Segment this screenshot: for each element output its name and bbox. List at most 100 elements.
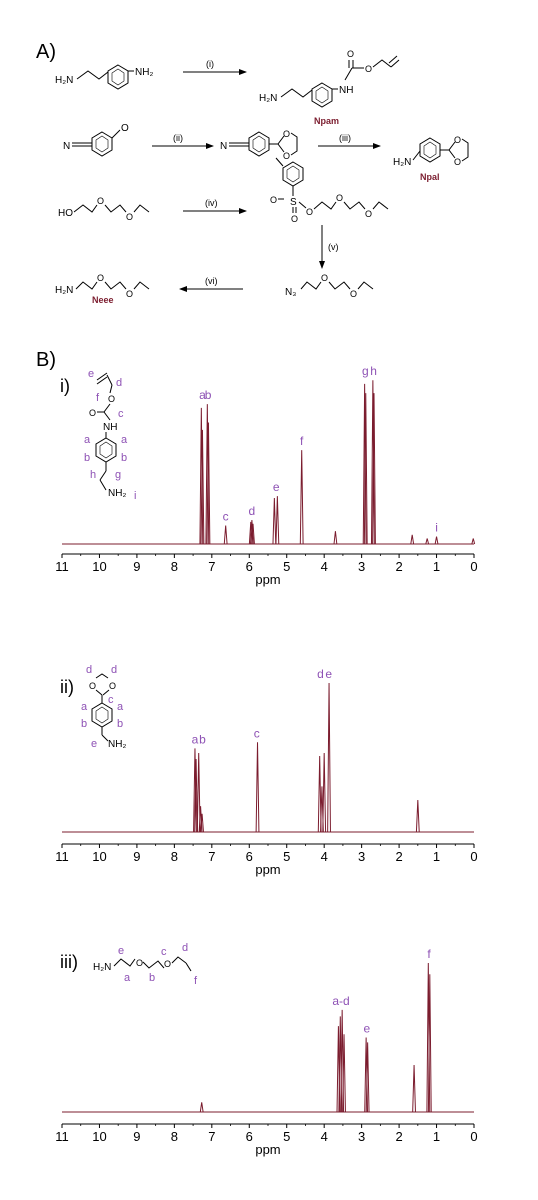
x-tick-label: 6 bbox=[246, 559, 253, 574]
spectrum-peak bbox=[362, 383, 367, 545]
structure-label-a: a bbox=[124, 972, 131, 984]
x-tick-label: 10 bbox=[92, 1129, 106, 1144]
spectrum-peak bbox=[251, 523, 255, 545]
product-npam: H₂N NH O O Npam bbox=[259, 49, 400, 126]
spectrum-peak bbox=[193, 748, 197, 833]
atom-o: O bbox=[97, 196, 104, 206]
spectrum-peak bbox=[249, 520, 254, 545]
peak-label: c bbox=[223, 510, 229, 524]
x-tick-label: 7 bbox=[208, 559, 215, 574]
peak-label: a bbox=[199, 388, 206, 402]
x-tick-label: 9 bbox=[133, 1129, 140, 1144]
peak-label: h bbox=[370, 364, 377, 378]
compound-name-neee: Neee bbox=[92, 295, 114, 305]
spectrum-peak bbox=[434, 536, 439, 545]
structure-label-c: c bbox=[108, 694, 114, 706]
peak-label: b bbox=[199, 732, 206, 746]
panel-b-label: B) bbox=[36, 349, 56, 371]
spectrum-i: i) e d f O O NH c a a b bbox=[55, 364, 477, 587]
spectrum-peak bbox=[365, 1042, 370, 1113]
intermediate-azide: N₃ O O bbox=[285, 273, 374, 299]
atom-o: O bbox=[291, 214, 298, 224]
atom-o: O bbox=[454, 135, 461, 145]
spectrum-peak bbox=[372, 393, 376, 545]
structure-label-d: d bbox=[111, 664, 117, 676]
x-tick-label: 7 bbox=[208, 849, 215, 864]
x-tick-label: 3 bbox=[358, 849, 365, 864]
x-tick-label: 1 bbox=[433, 1129, 440, 1144]
atom-o: O bbox=[270, 195, 277, 205]
spectrum-peak bbox=[200, 813, 204, 833]
atom-o: O bbox=[89, 408, 96, 418]
structure-label-b: b bbox=[84, 452, 90, 464]
spectrum-peak bbox=[322, 752, 327, 833]
structure-label-a: a bbox=[81, 701, 88, 713]
atom-o: O bbox=[89, 681, 96, 691]
spectrum-peak bbox=[471, 538, 476, 545]
atom-n-cyano: N bbox=[63, 141, 70, 152]
reaction-row-1: H₂N NH₂ (i) H₂N NH O O bbox=[55, 49, 400, 126]
product-npal: H₂N O O Npal bbox=[393, 135, 469, 182]
peak-label: d bbox=[317, 667, 324, 681]
peak-labels: ab c d e f g h i bbox=[199, 364, 438, 534]
structure-label-b: b bbox=[117, 718, 123, 730]
spectrum-label: ii) bbox=[60, 677, 74, 697]
x-tick-label: 0 bbox=[470, 849, 477, 864]
spectrum-peak bbox=[412, 1065, 416, 1113]
atom-n3: N₃ bbox=[285, 287, 296, 298]
structure-label-d: d bbox=[86, 664, 92, 676]
x-tick-label: 8 bbox=[171, 1129, 178, 1144]
x-tick-label: 4 bbox=[321, 849, 328, 864]
peak-labels: a b c d e bbox=[192, 667, 333, 746]
atom-nh2: NH₂ bbox=[135, 67, 153, 78]
step-label-v: (v) bbox=[328, 242, 339, 252]
compound-name-npam: Npam bbox=[314, 116, 339, 126]
atom-nh2: NH₂ bbox=[108, 488, 126, 499]
spectrum-peak bbox=[200, 429, 205, 545]
structure-label-g: g bbox=[115, 469, 121, 481]
x-tick-label: 5 bbox=[283, 1129, 290, 1144]
panel-b: B) i) e d f O O NH c a bbox=[36, 349, 478, 1157]
spectrum-label: iii) bbox=[60, 952, 78, 972]
x-tick-label: 11 bbox=[55, 849, 69, 864]
x-tick-label: 10 bbox=[92, 559, 106, 574]
step-label-iv: (iv) bbox=[205, 198, 218, 208]
spectrum-peak bbox=[205, 404, 210, 545]
structure-label-e: e bbox=[91, 738, 97, 750]
reactant-formylbenzonitrile: N O bbox=[63, 123, 129, 157]
panel-a-label: A) bbox=[36, 41, 56, 63]
x-axis-title: ppm bbox=[255, 1142, 280, 1157]
structure-label-e: e bbox=[118, 945, 124, 957]
structure-npal: d d O O c a a b b e NH₂ bbox=[81, 664, 126, 750]
atom-o: O bbox=[321, 273, 328, 283]
step-label-vi: (vi) bbox=[205, 276, 218, 286]
structure-label-b: b bbox=[81, 718, 87, 730]
atom-h2n: H₂N bbox=[259, 93, 277, 104]
reaction-row-2: N O (ii) N O O bbox=[63, 123, 469, 182]
atom-o: O bbox=[164, 959, 171, 969]
atom-o: O bbox=[97, 273, 104, 283]
atom-nh: NH bbox=[339, 85, 353, 96]
spectrum-peak bbox=[194, 759, 198, 833]
atom-nh2: NH₂ bbox=[108, 739, 126, 750]
structure-label-a: a bbox=[117, 701, 124, 713]
x-tick-label: 2 bbox=[395, 1129, 402, 1144]
x-tick-label: 8 bbox=[171, 559, 178, 574]
x-tick-label: 4 bbox=[321, 1129, 328, 1144]
peak-label: e bbox=[325, 667, 332, 681]
atom-h2n: H₂N bbox=[93, 962, 111, 973]
spectrum-peak bbox=[333, 531, 338, 545]
structure-label-b: b bbox=[149, 972, 155, 984]
spectrum-peak bbox=[275, 496, 280, 545]
x-tick-label: 6 bbox=[246, 1129, 253, 1144]
x-tick-label: 7 bbox=[208, 1129, 215, 1144]
x-tick-label: 9 bbox=[133, 559, 140, 574]
x-tick-label: 6 bbox=[246, 849, 253, 864]
atom-o: O bbox=[347, 49, 354, 59]
structure-label-f: f bbox=[194, 975, 198, 987]
spectrum-peak bbox=[370, 380, 375, 545]
peak-label: a-d bbox=[332, 994, 349, 1008]
panel-a: A) H₂N NH₂ (i) H₂N NH bbox=[36, 41, 469, 305]
